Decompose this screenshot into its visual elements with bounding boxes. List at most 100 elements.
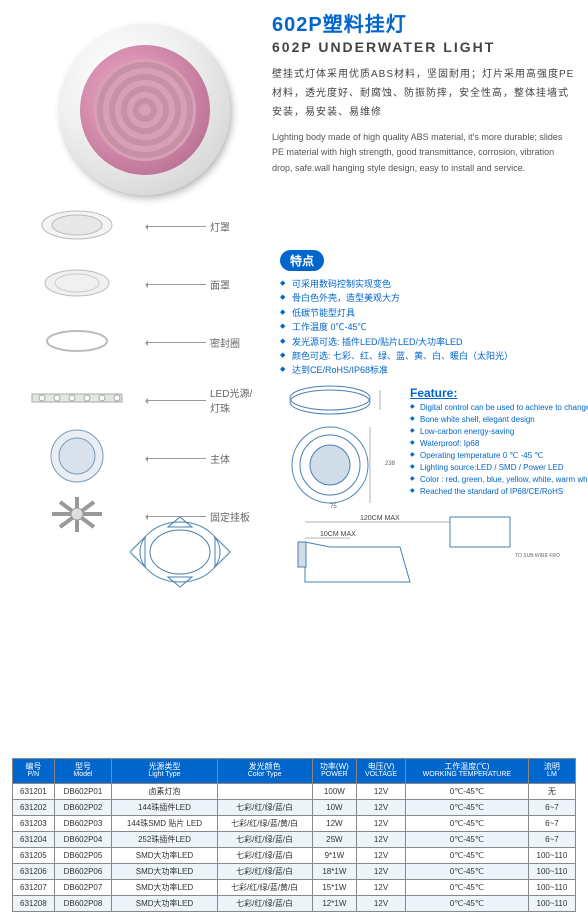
table-cell [217,783,312,799]
table-cell: 6~7 [528,831,575,847]
table-cell: 七彩/红/绿/蓝/黄/白 [217,879,312,895]
table-cell: 12V [357,895,406,911]
table-header-row: 编号P/N型号Model光源类型Light Type发光颜色Color Type… [13,758,576,783]
table-cell: 100~110 [528,863,575,879]
feature-item-en: Bone white shell, elegant design [410,414,588,426]
part-diagram-icon [12,263,142,306]
feature-item-cn: 骨白色外壳，造型美观大方 [280,291,570,305]
feature-item-cn: 可采用数码控制实现变色 [280,277,570,291]
table-cell: 七彩/红/绿/蓝/白 [217,863,312,879]
part-row: LED光源/灯珠 [12,374,267,426]
table-cell: 631204 [13,831,55,847]
table-row: 631207DB602P07SMD大功率LED七彩/红/绿/蓝/黄/白15*1W… [13,879,576,895]
part-label: 主体 [210,451,260,466]
table-cell: 144珠插件LED [112,799,217,815]
table-row: 631204DB602P04252珠插件LED七彩/红/绿/蓝/白25W12V0… [13,831,576,847]
table-cell: SMD大功率LED [112,879,217,895]
table-cell: 9*1W [312,847,357,863]
table-cell: 25W [312,831,357,847]
table-cell: SMD大功率LED [112,863,217,879]
features-list-cn: 可采用数码控制实现变色骨白色外壳，造型美观大方低碳节能型灯具工作温度 0℃-45… [280,277,570,378]
table-cell: 252珠插件LED [112,831,217,847]
table-header-cell: 工作温度(℃)WORKING TEMPERATURE [405,758,528,783]
table-cell: 10W [312,799,357,815]
table-header-cell: 功率(W)POWER [312,758,357,783]
svg-text:TO SUB WIRE FROM WATER LINE TO: TO SUB WIRE FROM WATER LINE TO TOP OF LE… [515,553,560,559]
table-cell: 12V [357,799,406,815]
table-header-cell: 发光颜色Color Type [217,758,312,783]
table-cell: 631208 [13,895,55,911]
feature-item-en: Waterproof: Ip68 [410,438,588,450]
table-row: 631202DB602P02144珠插件LED七彩/红/绿/蓝/白10W12V0… [13,799,576,815]
table-cell: DB602P02 [54,799,112,815]
product-photo [20,15,240,185]
table-cell: 0℃-45℃ [405,831,528,847]
description-en: Lighting body made of high quality ABS m… [272,130,576,176]
table-body: 631201DB602P01卤素灯泡100W12V0℃-45℃无631202DB… [13,783,576,911]
table-cell: 100W [312,783,357,799]
feature-item-en: Reached the standard of IP68/CE/RoHS [410,486,588,498]
table-header-cell: 电压(V)VOLTAGE [357,758,406,783]
table-cell: SMD大功率LED [112,895,217,911]
table-cell: 631201 [13,783,55,799]
table-cell: DB602P06 [54,863,112,879]
svg-text:238: 238 [385,461,396,467]
table-cell: DB602P03 [54,815,112,831]
feature-item-en: Digital control can be used to achieve t… [410,402,588,414]
feature-item-cn: 低碳节能型灯具 [280,306,570,320]
table-cell: 0℃-45℃ [405,895,528,911]
table-cell: 12V [357,863,406,879]
table-cell: 12V [357,847,406,863]
table-cell: 七彩/红/绿/蓝/白 [217,847,312,863]
parts-column: 灯罩面罩密封圈LED光源/灯珠主体固定挂板 [12,200,267,548]
table-row: 631206DB602P06SMD大功率LED七彩/红/绿/蓝/白18*1W12… [13,863,576,879]
spec-table: 编号P/N型号Model光源类型Light Type发光颜色Color Type… [12,758,576,912]
part-label: 灯罩 [210,219,260,234]
features-badge: 特点 [280,250,324,271]
table-cell: 0℃-45℃ [405,799,528,815]
table-cell: 12V [357,783,406,799]
part-label: 密封圈 [210,335,260,350]
features-list-en: Digital control can be used to achieve t… [410,402,588,498]
table-cell: DB602P05 [54,847,112,863]
table-cell: 631205 [13,847,55,863]
table-cell: DB602P04 [54,831,112,847]
part-diagram-icon [12,205,142,248]
part-row: 密封圈 [12,316,267,368]
table-cell: 七彩/红/绿/蓝/白 [217,799,312,815]
table-cell: 0℃-45℃ [405,879,528,895]
feature-item-en: Low-carbon energy-saving [410,426,588,438]
table-cell: 631206 [13,863,55,879]
table-header-cell: 流明LM [528,758,575,783]
table-cell: 七彩/红/绿/蓝/白 [217,895,312,911]
table-cell: 631207 [13,879,55,895]
table-cell: 631202 [13,799,55,815]
table-cell: 0℃-45℃ [405,783,528,799]
part-row: 灯罩 [12,200,267,252]
part-diagram-icon [12,326,142,359]
dim-label-2: 10CM MAX [320,531,356,538]
table-cell: 100~110 [528,895,575,911]
table-row: 631205DB602P05SMD大功率LED七彩/红/绿/蓝/白9*1W12V… [13,847,576,863]
table-cell: 0℃-45℃ [405,847,528,863]
svg-text:75: 75 [330,504,337,510]
table-cell: 631203 [13,815,55,831]
features-title-en: Feature: [410,386,588,400]
table-cell: 0℃-45℃ [405,863,528,879]
table-cell: 12W [312,815,357,831]
table-cell: 12V [357,831,406,847]
table-cell: 100~110 [528,847,575,863]
feature-item-cn: 颜色可选: 七彩、红、绿、蓝、黄、白、暖白（太阳光） [280,349,570,363]
table-cell: DB602P01 [54,783,112,799]
page: 602P塑料挂灯 602P UNDERWATER LIGHT 壁挂式灯体采用优质… [0,0,588,920]
table-cell: 无 [528,783,575,799]
table-cell: 6~7 [528,799,575,815]
feature-item-cn: 工作温度 0℃-45℃ [280,320,570,334]
table-cell: 七彩/红/绿/蓝/白 [217,831,312,847]
table-header-cell: 编号P/N [13,758,55,783]
table-cell: 12V [357,879,406,895]
part-label: LED光源/灯珠 [210,385,260,415]
table-cell: 12V [357,815,406,831]
table-cell: 卤素灯泡 [112,783,217,799]
part-diagram-icon [12,492,142,540]
